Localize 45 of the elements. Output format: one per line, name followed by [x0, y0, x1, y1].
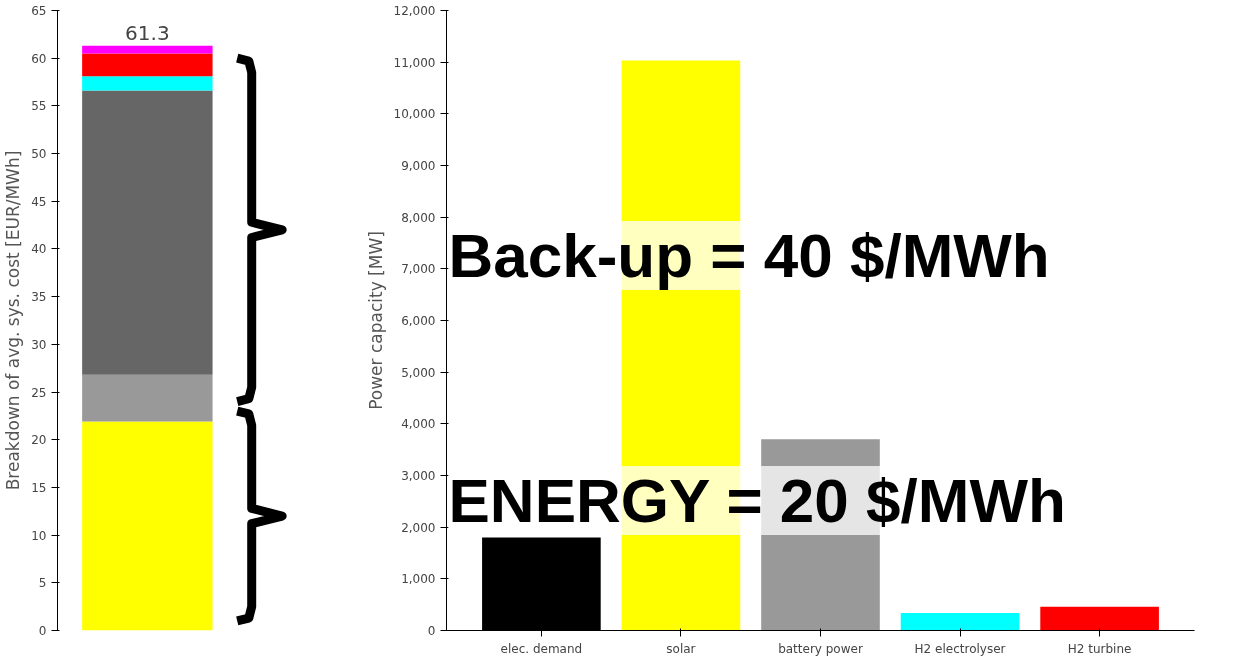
y-tick-label: 15	[31, 480, 47, 495]
y-tick-label: 40	[31, 242, 47, 257]
y-tick-label: 8,000	[401, 210, 436, 225]
x-tick-label: H2 electrolyser	[914, 641, 1006, 656]
y-tick-label: 6,000	[401, 314, 436, 328]
y-tick-label: 1,000	[401, 572, 436, 587]
y-axis-title: Breakdown of avg. sys. cost [EUR/MWh]	[3, 150, 24, 491]
bar	[1040, 606, 1159, 631]
y-tick-label: 10	[31, 528, 47, 543]
y-tick-label: 4,000	[401, 417, 436, 432]
y-tick-label: 45	[31, 194, 47, 209]
bar	[82, 76, 213, 91]
y-tick-label: 7,000	[401, 262, 436, 277]
y-tick-label: 30	[31, 337, 47, 352]
total-label: 61.3	[125, 20, 170, 45]
bar	[82, 374, 213, 422]
bar	[82, 421, 213, 631]
y-tick-label: 0	[38, 624, 47, 638]
bar	[82, 45, 213, 54]
y-tick-label: 60	[31, 51, 47, 66]
y-tick-label: 2,000	[401, 520, 436, 535]
bar	[900, 612, 1020, 631]
y-tick-label: 20	[31, 433, 47, 448]
y-tick-label: 50	[31, 147, 47, 162]
bar	[82, 53, 213, 77]
annotation: ENERGY = 20 $/MWh	[448, 466, 1066, 535]
y-tick-label: 5	[38, 576, 47, 591]
y-tick-label: 9,000	[401, 159, 436, 173]
bar	[82, 90, 213, 375]
y-tick-label: 3,000	[401, 469, 436, 483]
y-tick-label: 55	[31, 99, 47, 114]
x-tick-label: elec. demand	[500, 641, 583, 656]
y-tick-label: 12,000	[393, 4, 436, 18]
annotation: Back-up = 40 $/MWh	[448, 221, 1050, 290]
y-tick-label: 5,000	[401, 365, 436, 380]
y-tick-label: 0	[427, 624, 436, 638]
y-tick-label: 35	[31, 290, 47, 305]
x-tick-label: H2 turbine	[1067, 641, 1132, 656]
y-tick-label: 25	[31, 385, 47, 400]
y-axis-title: Power capacity [MW]	[365, 231, 386, 410]
y-tick-label: 65	[31, 4, 47, 18]
x-tick-label: solar	[666, 641, 696, 656]
y-tick-label: 10,000	[393, 107, 436, 122]
y-tick-label: 11,000	[393, 55, 436, 70]
x-tick-label: battery power	[778, 641, 863, 656]
